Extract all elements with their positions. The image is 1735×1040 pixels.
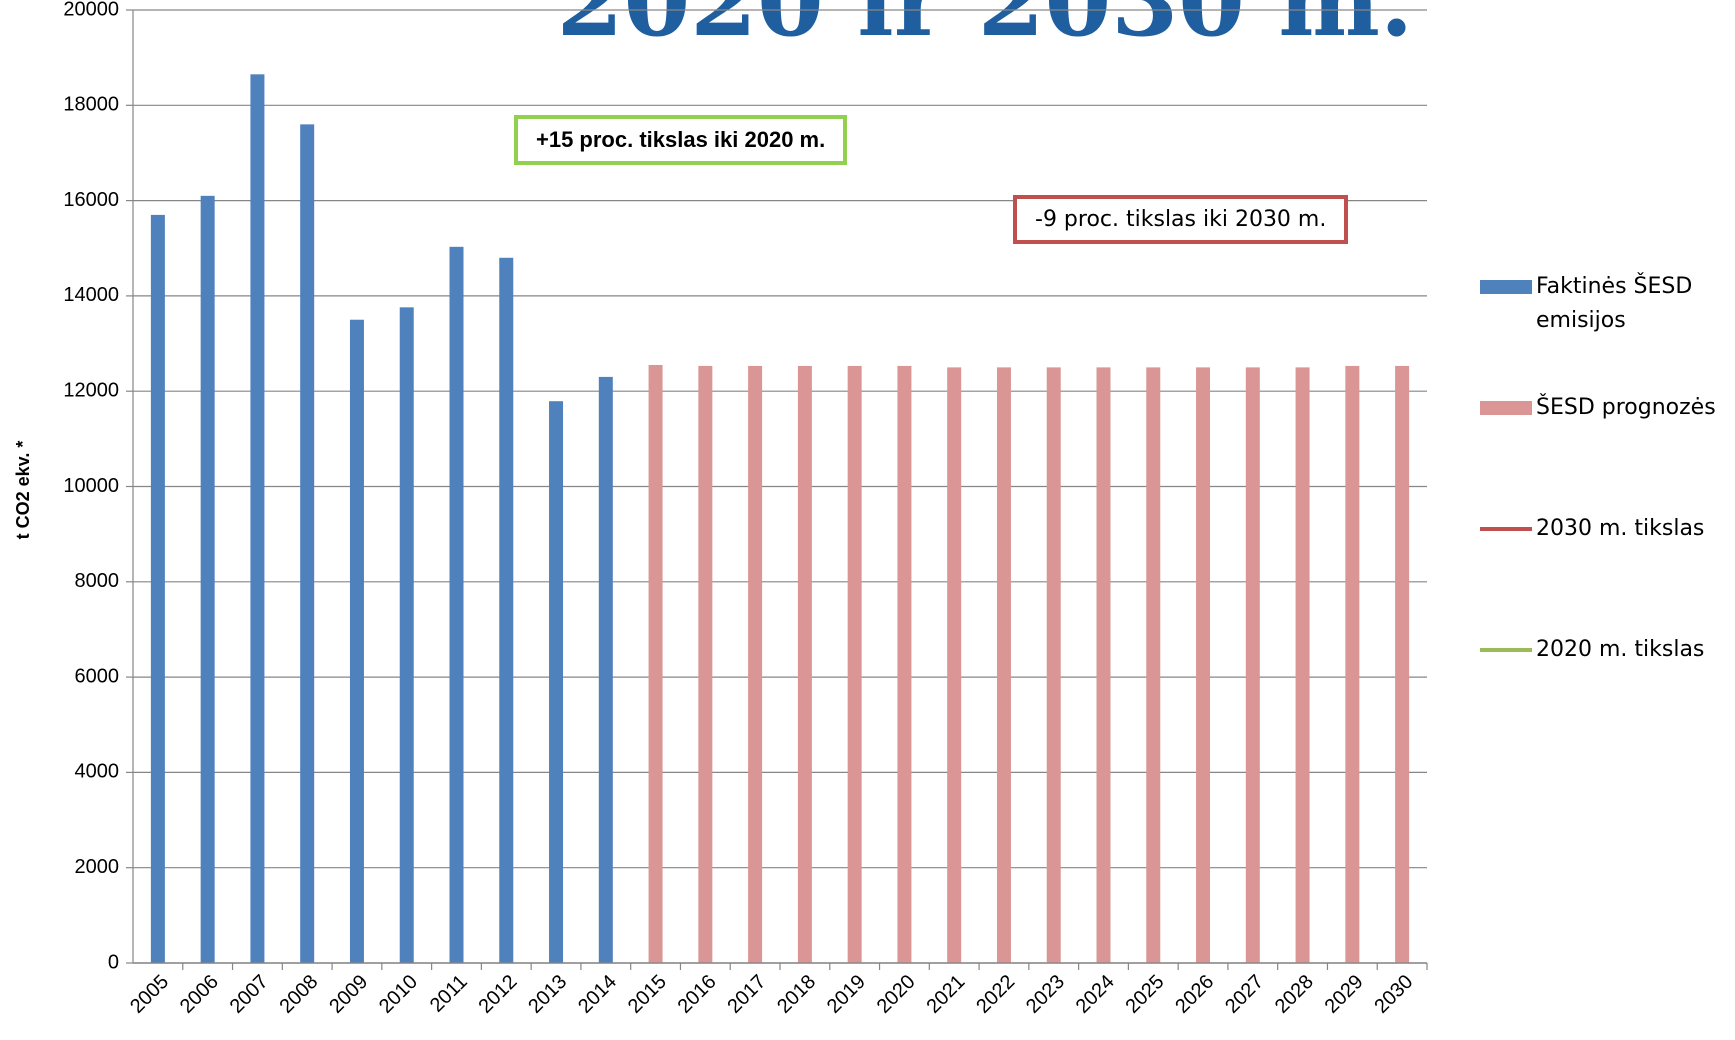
bar: [1146, 367, 1160, 963]
bar: [798, 366, 812, 963]
bar: [1395, 366, 1409, 963]
x-tick-label: 2014: [574, 971, 621, 1018]
bar: [599, 377, 613, 963]
bar: [997, 367, 1011, 963]
annotation: -9 proc. tikslas iki 2030 m.: [1013, 195, 1348, 244]
bar: [250, 74, 264, 963]
bar: [400, 307, 414, 963]
bar: [698, 366, 712, 963]
y-tick-label: 14000: [63, 284, 119, 306]
x-tick-label: 2020: [873, 971, 920, 1018]
x-tick-label: 2012: [475, 971, 522, 1018]
legend-swatch: [1480, 648, 1532, 652]
x-tick-label: 2027: [1221, 971, 1268, 1018]
x-tick-label: 2021: [922, 971, 969, 1018]
legend-item: Faktinės ŠESD emisijos: [1480, 270, 1735, 391]
bar: [300, 124, 314, 963]
bar: [748, 366, 762, 963]
x-tick-label: 2011: [426, 971, 472, 1017]
x-tick-label: 2016: [674, 971, 721, 1018]
y-tick-label: 6000: [75, 665, 120, 687]
x-tick-label: 2005: [126, 971, 173, 1018]
bar: [499, 258, 513, 963]
bar: [549, 401, 563, 963]
bar: [1296, 367, 1310, 963]
x-tick-label: 2013: [524, 971, 571, 1018]
y-tick-label: 16000: [63, 189, 119, 211]
x-tick-label: 2009: [325, 971, 372, 1018]
annotation: +15 proc. tikslas iki 2020 m.: [514, 115, 847, 165]
y-tick-label: 2000: [75, 856, 120, 878]
y-tick-label: 0: [108, 951, 119, 973]
x-tick-label: 2022: [972, 971, 1019, 1018]
y-tick-label: 10000: [63, 475, 119, 497]
x-tick-label: 2010: [375, 971, 422, 1018]
page: 2020 ir 2030 m. t CO2 ekv. * 0 2000 4000 60…: [0, 0, 1735, 1040]
x-tick-label: 2008: [275, 971, 322, 1018]
legend: Faktinės ŠESD emisijos ŠESD prognozės 2030…: [1480, 270, 1735, 754]
x-tick-label: 2028: [1271, 971, 1318, 1018]
legend-label: ŠESD prognozės: [1536, 391, 1731, 425]
bar: [1047, 367, 1061, 963]
y-tick-label: 8000: [75, 570, 120, 592]
legend-swatch: [1480, 280, 1532, 294]
bar: [1097, 367, 1111, 963]
legend-swatch: [1480, 401, 1532, 415]
x-tick-label: 2024: [1072, 971, 1119, 1018]
x-tick-label: 2018: [773, 971, 820, 1018]
bar: [1196, 367, 1210, 963]
y-axis-label: t CO2 ekv. *: [13, 441, 33, 540]
bar: [151, 215, 165, 963]
x-tick-label: 2017: [723, 971, 770, 1018]
x-tick-label: 2019: [823, 971, 870, 1018]
legend-label: 2020 m. tikslas: [1536, 633, 1731, 667]
legend-swatch: [1480, 527, 1532, 531]
x-tick-label: 2007: [226, 971, 273, 1018]
bar: [350, 320, 364, 963]
legend-label: Faktinės ŠESD emisijos: [1536, 270, 1731, 338]
bar: [1345, 366, 1359, 963]
bar: [450, 247, 464, 963]
bar: [649, 365, 663, 963]
x-tick-label: 2025: [1122, 971, 1169, 1018]
x-tick-label: 2030: [1370, 971, 1417, 1018]
bar: [201, 196, 215, 963]
x-tick-label: 2006: [176, 971, 223, 1018]
legend-item: 2020 m. tikslas: [1480, 633, 1735, 754]
chart: 2020 ir 2030 m. t CO2 ekv. * 0 2000 4000 60…: [0, 0, 1735, 1040]
y-tick-label: 12000: [63, 379, 119, 401]
y-tick-label: 18000: [63, 94, 119, 116]
bar: [848, 366, 862, 963]
y-tick-label: 20000: [63, 0, 119, 20]
chart-title: 2020 ir 2030 m.: [557, 0, 1414, 58]
bar: [947, 367, 961, 963]
bar: [1246, 367, 1260, 963]
bar: [897, 366, 911, 963]
legend-item: 2030 m. tikslas: [1480, 512, 1735, 633]
x-tick-label: 2026: [1171, 971, 1218, 1018]
x-tick-label: 2015: [624, 971, 671, 1018]
x-tick-label: 2029: [1321, 971, 1368, 1018]
x-tick-label: 2023: [1022, 971, 1069, 1018]
legend-item: ŠESD prognozės: [1480, 391, 1735, 512]
y-tick-label: 4000: [75, 761, 120, 783]
legend-label: 2030 m. tikslas: [1536, 512, 1731, 546]
